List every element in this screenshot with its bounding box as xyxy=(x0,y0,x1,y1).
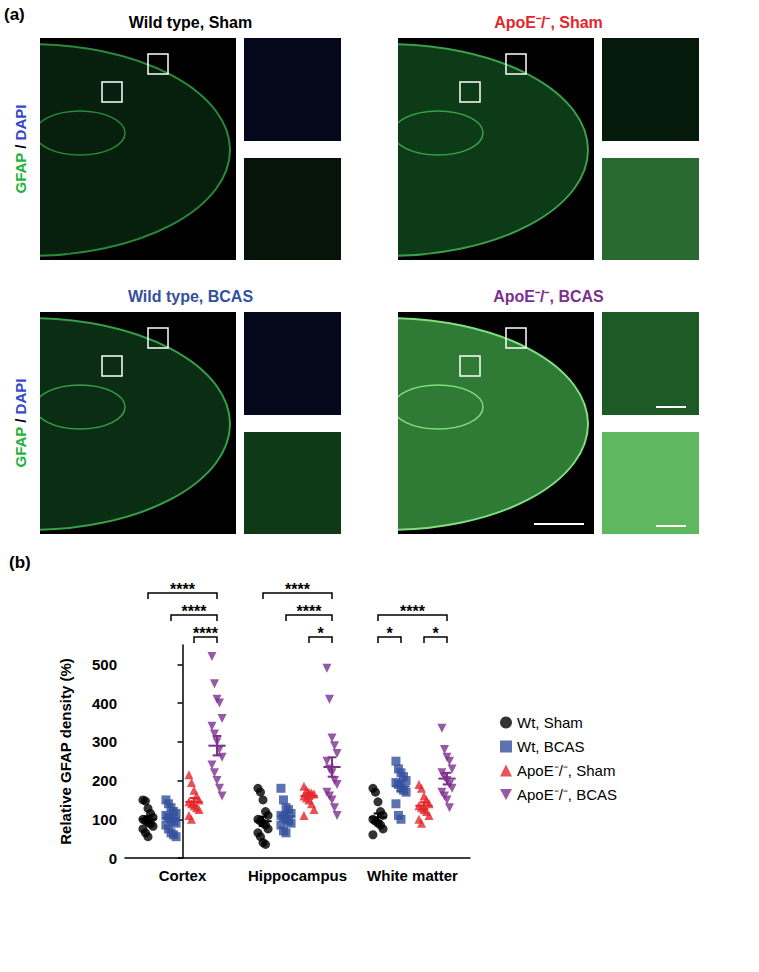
svg-text:ApoE⁻/⁻, Sham: ApoE⁻/⁻, Sham xyxy=(494,14,603,31)
svg-text:Wild type, BCAS: Wild type, BCAS xyxy=(128,288,254,305)
svg-text:*: * xyxy=(386,625,393,642)
svg-text:Hippocampus: Hippocampus xyxy=(248,867,347,884)
svg-text:****: **** xyxy=(182,603,208,620)
svg-text:Wt, BCAS: Wt, BCAS xyxy=(517,738,585,755)
svg-text:ApoE⁻/⁻, BCAS: ApoE⁻/⁻, BCAS xyxy=(493,288,604,305)
svg-text:100: 100 xyxy=(92,811,117,828)
svg-text:GFAP / DAPI: GFAP / DAPI xyxy=(12,379,29,468)
svg-text:Wild type, Sham: Wild type, Sham xyxy=(129,14,252,31)
svg-text:****: **** xyxy=(400,603,426,620)
svg-text:200: 200 xyxy=(92,772,117,789)
svg-text:Cortex: Cortex xyxy=(159,867,207,884)
svg-text:ApoE⁻/⁻, Sham: ApoE⁻/⁻, Sham xyxy=(517,762,615,779)
svg-text:500: 500 xyxy=(92,656,117,673)
svg-text:Wt, Sham: Wt, Sham xyxy=(517,714,583,731)
svg-text:GFAP / DAPI: GFAP / DAPI xyxy=(12,105,29,194)
svg-text:(b): (b) xyxy=(9,553,31,572)
svg-text:*: * xyxy=(317,625,324,642)
svg-text:Relative GFAP density (%): Relative GFAP density (%) xyxy=(57,658,74,844)
svg-text:White matter: White matter xyxy=(367,867,458,884)
svg-text:ApoE⁻/⁻, BCAS: ApoE⁻/⁻, BCAS xyxy=(517,786,617,803)
svg-text:0: 0 xyxy=(109,850,117,867)
svg-text:400: 400 xyxy=(92,695,117,712)
svg-text:*: * xyxy=(432,625,439,642)
svg-text:****: **** xyxy=(193,625,219,642)
svg-text:****: **** xyxy=(170,581,196,598)
svg-text:****: **** xyxy=(285,581,311,598)
svg-text:****: **** xyxy=(297,603,323,620)
svg-text:(a): (a) xyxy=(4,5,25,24)
svg-text:300: 300 xyxy=(92,733,117,750)
